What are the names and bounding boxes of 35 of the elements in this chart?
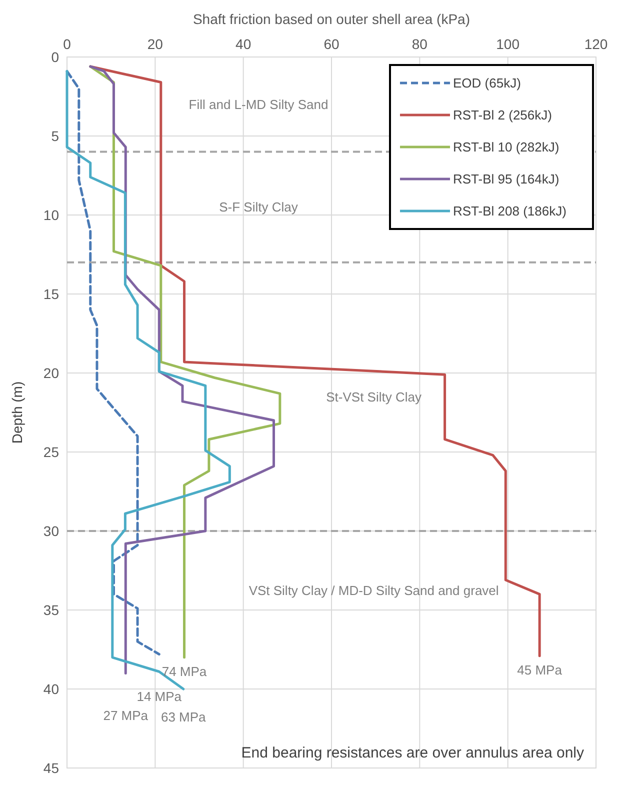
annotation: 14 MPa [136,688,182,704]
y-tick-label: 45 [43,760,60,776]
x-tick-label: 20 [147,36,164,52]
legend-label: RST-Bl 10 (282kJ) [453,140,560,155]
y-tick-label: 25 [43,444,60,460]
y-tick-label: 15 [43,286,60,302]
legend-label: RST-Bl 208 (186kJ) [453,204,566,219]
x-tick-label: 80 [412,36,428,52]
line-series [66,70,160,656]
legend-label: RST-Bl 2 (256kJ) [453,108,552,123]
annotation: 45 MPa [517,662,563,678]
x-tick-label: 60 [324,36,340,52]
legend-label: EOD (65kJ) [453,76,521,91]
annotation: End bearing resistances are over annulus area only [241,744,584,762]
y-tick-label: 0 [51,48,60,65]
annotation: VSt Silty Clay / MD-D Silty Sand and gravel [248,582,499,598]
y-axis-title: Depth (m) [9,381,25,444]
annotation: 27 MPa [103,708,149,723]
x-tick-label: 40 [236,36,252,52]
y-tick-label: 10 [43,206,60,223]
y-tick-label: 5 [51,128,60,144]
annotation: Fill and L-MD Silty Sand [188,96,328,112]
x-tick-label: 120 [584,36,608,52]
x-axis-title: Shaft friction based on outer shell area (kPa) [192,11,470,27]
x-tick-label: 100 [496,36,520,52]
y-tick-label: 20 [43,364,60,381]
legend-label: RST-Bl 95 (164kJ) [453,172,560,187]
annotation: St-VSt Silty Clay [326,389,422,404]
annotation: 63 MPa [160,710,207,725]
y-tick-label: 35 [43,602,60,618]
annotation: 74 MPa [162,664,208,679]
y-tick-label: 40 [43,680,60,697]
x-tick-label: 0 [63,36,72,52]
annotation: S-F Silty Clay [219,200,298,215]
y-tick-label: 30 [43,522,60,539]
